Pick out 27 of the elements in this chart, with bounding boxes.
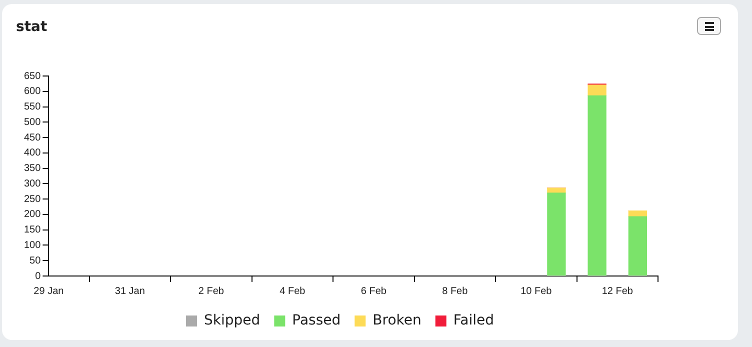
y-tick-label: 150 [24,224,42,236]
y-tick-label: 650 [24,70,42,82]
y-tick-label: 300 [24,178,42,190]
y-tick-label: 200 [24,209,42,220]
legend-label: Broken [372,312,422,329]
x-tick-label: 29 Jan [34,286,64,297]
x-tick-label: 4 Feb [280,286,306,297]
y-tick-label: 350 [24,163,42,174]
y-tick-label: 550 [24,102,42,113]
x-tick-label: 6 Feb [360,286,387,297]
legend-label: Passed [292,312,341,329]
legend-label: Skipped [204,312,260,329]
x-tick-label: 2 Feb [198,286,224,297]
x-tick-label: 10 Feb [520,286,552,297]
y-tick-label: 450 [24,132,42,144]
y-tick-label: 50 [30,255,42,266]
x-tick-label: 8 Feb [442,286,468,297]
y-tick-label: 500 [24,116,42,128]
x-tick-label: 31 Jan [114,286,145,297]
y-tick-label: 100 [24,240,42,251]
chart-title: stat [16,19,48,35]
x-tick-label: 12 Feb [602,286,634,297]
legend-label: Failed [453,312,494,329]
y-tick-label: 600 [24,86,42,98]
y-tick-label: 0 [35,270,42,282]
y-tick-label: 400 [24,148,42,159]
y-tick-label: 250 [24,194,42,205]
